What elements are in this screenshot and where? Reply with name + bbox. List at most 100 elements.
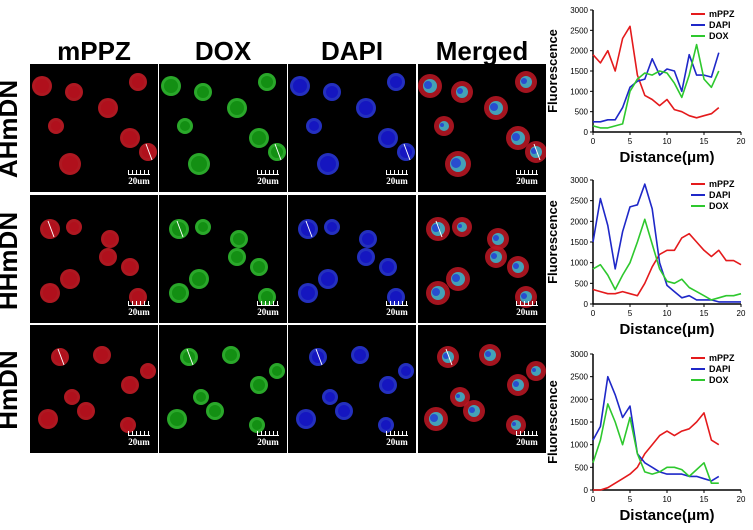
series-line-dapi xyxy=(592,375,720,482)
cell-image xyxy=(167,346,285,433)
scale-bar-label: 20um xyxy=(386,176,408,186)
cell-image xyxy=(298,219,405,306)
legend-label-dox: DOX xyxy=(709,375,729,385)
y-tick-label: 500 xyxy=(575,279,589,288)
y-tick-label: 0 xyxy=(584,300,589,309)
micrograph-ahmdn-dox: 20um xyxy=(159,64,287,192)
micrograph-hmdn-merged: 20um xyxy=(418,325,546,453)
series-line-dox xyxy=(592,403,719,484)
x-tick-label: 20 xyxy=(737,495,746,504)
scale-bar-label: 20um xyxy=(257,437,279,447)
micrograph-ahmdn-mppz: 20um xyxy=(30,64,158,192)
cell-image xyxy=(40,219,147,306)
y-axis-label: Fluorescence xyxy=(545,200,560,284)
scale-bar: 20um xyxy=(257,301,279,317)
scale-bar-label: 20um xyxy=(516,307,538,317)
column-header-dapi: DAPI xyxy=(320,36,384,66)
row-label-ahmdn: AHmDN xyxy=(0,79,23,179)
x-tick-label: 0 xyxy=(591,309,596,318)
cell-image xyxy=(424,344,546,435)
series-line-dox xyxy=(592,218,742,301)
chart-svg: 0 500 1000 1500 2000 2500 3000 0 5 10 15 20 Distance… xyxy=(545,350,746,524)
legend-label-dox: DOX xyxy=(709,31,729,41)
scale-bar-ruler xyxy=(386,431,408,436)
x-tick-label: 20 xyxy=(737,137,746,146)
scale-bar-ruler xyxy=(128,170,150,175)
scale-bar-label: 20um xyxy=(386,437,408,447)
x-tick-label: 15 xyxy=(700,495,709,504)
row-label-hhmdn: HHmDN xyxy=(0,211,23,311)
scale-bar: 20um xyxy=(516,431,538,447)
line-chart-ahmdn: 0 500 1000 1500 2000 2500 3000 0 5 10 15 20 Distance… xyxy=(545,2,753,172)
y-tick-label: 3000 xyxy=(570,350,588,359)
series-line-mppz xyxy=(593,412,720,491)
legend-label-dapi: DAPI xyxy=(709,364,731,374)
x-axis-label: Distance(μm) xyxy=(619,321,714,338)
micrograph-hhmdn-merged: 20um xyxy=(418,195,546,323)
y-tick-label: 0 xyxy=(584,128,589,137)
micrograph-hmdn-dox: 20um xyxy=(159,325,287,453)
scale-bar: 20um xyxy=(257,431,279,447)
line-chart-hhmdn: 0 500 1000 1500 2000 2500 3000 0 5 10 15 20 Distance… xyxy=(545,172,753,344)
y-tick-label: 2000 xyxy=(570,395,588,404)
line-chart-hmdn: 0 500 1000 1500 2000 2500 3000 0 5 10 15 20 Distance… xyxy=(545,346,753,530)
x-tick-label: 15 xyxy=(700,137,709,146)
legend-label-mppz: mPPZ xyxy=(709,9,735,19)
scale-bar-label: 20um xyxy=(128,307,150,317)
scale-bar: 20um xyxy=(257,170,279,186)
x-tick-label: 5 xyxy=(628,137,633,146)
legend-label-mppz: mPPZ xyxy=(709,353,735,363)
cell-image xyxy=(38,346,156,433)
y-tick-label: 3000 xyxy=(570,176,588,185)
y-axis-label: Fluorescence xyxy=(545,380,560,464)
y-tick-label: 1000 xyxy=(570,441,588,450)
scale-bar-ruler xyxy=(516,431,538,436)
column-header-dox: DOX xyxy=(194,36,252,66)
x-tick-label: 10 xyxy=(663,137,672,146)
x-tick-label: 5 xyxy=(628,495,633,504)
legend-label-dapi: DAPI xyxy=(709,190,731,200)
chart-svg: 0 500 1000 1500 2000 2500 3000 0 5 10 15 20 Distance… xyxy=(545,6,746,166)
micrograph-hhmdn-dox: 20um xyxy=(159,195,287,323)
scale-bar-label: 20um xyxy=(128,437,150,447)
scale-bar: 20um xyxy=(516,301,538,317)
scale-bar-label: 20um xyxy=(257,307,279,317)
scale-bar: 20um xyxy=(386,431,408,447)
legend-label-dapi: DAPI xyxy=(709,20,731,30)
legend-label-mppz: mPPZ xyxy=(709,179,735,189)
scale-bar: 20um xyxy=(128,301,150,317)
micrograph-ahmdn-dapi: 20um xyxy=(288,64,416,192)
cell-image xyxy=(169,219,276,306)
y-tick-label: 2000 xyxy=(570,217,588,226)
micrograph-hhmdn-dapi: 20um xyxy=(288,195,416,323)
scale-bar: 20um xyxy=(128,431,150,447)
y-tick-label: 2500 xyxy=(570,373,588,382)
row-label-hmdn: HmDN xyxy=(0,350,23,430)
scale-bar-label: 20um xyxy=(386,307,408,317)
y-tick-label: 1000 xyxy=(570,259,588,268)
x-axis-label: Distance(μm) xyxy=(619,507,714,524)
cell-image xyxy=(296,346,414,433)
series-line-mppz xyxy=(592,25,720,119)
y-tick-label: 500 xyxy=(575,108,589,117)
x-tick-label: 20 xyxy=(737,309,746,318)
series-line-dapi xyxy=(593,52,720,123)
scale-bar-ruler xyxy=(516,170,538,175)
scale-bar-label: 20um xyxy=(257,176,279,186)
scale-bar: 20um xyxy=(386,301,408,317)
y-tick-label: 1500 xyxy=(570,238,588,247)
scale-bar-label: 20um xyxy=(128,176,150,186)
y-tick-label: 2500 xyxy=(570,197,588,206)
scale-bar: 20um xyxy=(386,170,408,186)
micrograph-hmdn-dapi: 20um xyxy=(288,325,416,453)
y-tick-label: 2500 xyxy=(570,26,588,35)
micrograph-hhmdn-mppz: 20um xyxy=(30,195,158,323)
column-header-merged: Merged xyxy=(435,36,529,66)
y-tick-label: 1500 xyxy=(570,418,588,427)
micrograph-ahmdn-merged: 20um xyxy=(418,64,546,192)
cell-image xyxy=(418,71,546,177)
x-tick-label: 10 xyxy=(663,309,672,318)
column-header-mppz: mPPZ xyxy=(57,36,131,66)
scale-bar-ruler xyxy=(257,170,279,175)
